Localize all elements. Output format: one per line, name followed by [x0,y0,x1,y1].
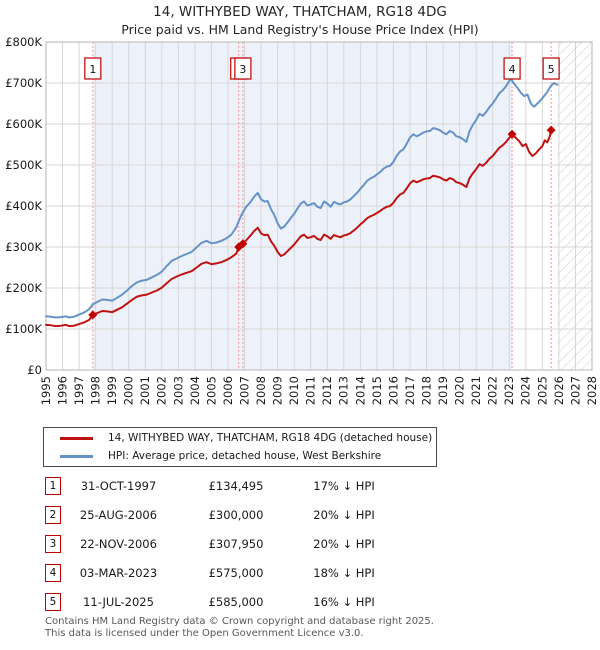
svg-text:£200K: £200K [5,281,42,295]
svg-text:2006: 2006 [221,376,235,405]
svg-text:£700K: £700K [5,76,42,90]
table-row: 5 11-JUL-2025 £585,000 16% ↓ HPI [0,587,600,616]
legend-entry: HPI: Average price, detached house, West… [44,448,436,464]
svg-text:£800K: £800K [5,35,42,49]
legend-line-swatch [60,454,93,458]
y-axis-labels: £0 £100K £200K £300K £400K £500K £600K £700K £80… [5,35,42,377]
footer-line-1: Contains HM Land Registry data © Crown c… [45,616,434,627]
table-row: 4 03-MAR-2023 £575,000 18% ↓ HPI [0,558,600,587]
footer-line-2: This data is licensed under the Open Gov… [45,627,364,639]
svg-text:2008: 2008 [254,376,268,405]
svg-text:2017: 2017 [403,376,417,405]
legend-entry: 14, WITHYBED WAY, THATCHAM, RG18 4DG (de… [44,430,436,446]
svg-text:2001: 2001 [138,376,152,405]
legend-entry-label: HPI: Average price, detached house, West… [108,450,382,462]
svg-text:2005: 2005 [204,376,218,405]
svg-text:2024: 2024 [519,376,533,405]
svg-text:2018: 2018 [419,376,433,405]
svg-text:£400K: £400K [5,199,42,213]
x-axis-labels: 1995 1996 1997 1998 1999 2000 2001 2002 2003 2004… [39,376,599,405]
svg-text:2014: 2014 [353,376,367,405]
svg-text:2028: 2028 [585,376,599,405]
svg-text:2009: 2009 [271,376,285,405]
transaction-price: £134,495 [208,478,264,493]
svg-text:3: 3 [239,63,246,76]
svg-text:1: 1 [89,63,96,76]
svg-text:£300K: £300K [5,240,42,254]
transaction-number-badge: 3 [45,534,61,553]
svg-text:2019: 2019 [436,376,450,405]
transaction-date: 22-NOV-2006 [80,536,157,551]
chart-legend: 14, WITHYBED WAY, THATCHAM, RG18 4DG (de… [43,427,437,467]
plot-border [45,41,593,371]
svg-text:2010: 2010 [287,376,301,405]
transaction-hpi-delta: 18% ↓ HPI [313,565,375,580]
svg-text:2002: 2002 [155,376,169,405]
svg-text:2015: 2015 [370,376,384,405]
table-row: 1 31-OCT-1997 £134,495 17% ↓ HPI [0,471,600,500]
hpi-series-line [45,77,559,319]
svg-text:2026: 2026 [552,376,566,405]
sale-number-flags: 12345 [84,57,560,80]
svg-text:1997: 1997 [72,376,86,405]
transaction-number-badge: 2 [45,505,61,524]
svg-text:4: 4 [509,63,516,76]
transaction-price: £585,000 [208,594,264,609]
svg-text:2016: 2016 [386,376,400,405]
future-hatch-region [557,42,592,370]
svg-text:1995: 1995 [39,376,53,405]
svg-text:£0: £0 [27,363,42,377]
svg-text:1999: 1999 [105,376,119,405]
table-row: 3 22-NOV-2006 £307,950 20% ↓ HPI [0,529,600,558]
transaction-price: £300,000 [208,507,264,522]
license-footer: Contains HM Land Registry data © Crown c… [45,616,434,639]
legend-line-swatch [60,436,93,440]
transaction-price: £307,950 [208,536,264,551]
svg-text:2004: 2004 [188,376,202,405]
transaction-hpi-delta: 16% ↓ HPI [313,594,375,609]
page-title: 14, WITHYBED WAY, THATCHAM, RG18 4DG [153,4,447,20]
svg-text:2022: 2022 [486,376,500,405]
transaction-date: 25-AUG-2006 [79,507,158,522]
page-subtitle: Price paid vs. HM Land Registry's House … [121,22,479,37]
transaction-hpi-delta: 20% ↓ HPI [313,507,375,522]
sale-markers [88,125,556,320]
transaction-date: 11-JUL-2025 [83,594,154,609]
price-chart: 12345£0£100K£200K£300K£400K£500K£600K£70… [5,35,599,405]
svg-text:£500K: £500K [5,158,42,172]
svg-text:2003: 2003 [171,376,185,405]
table-row: 2 25-AUG-2006 £300,000 20% ↓ HPI [0,500,600,529]
svg-text:1996: 1996 [55,376,69,405]
svg-text:2011: 2011 [304,376,318,405]
transaction-date: 31-OCT-1997 [80,478,157,493]
property-series-line [45,129,553,328]
svg-text:2000: 2000 [122,376,136,405]
svg-text:£100K: £100K [5,322,42,336]
svg-text:2021: 2021 [469,376,483,405]
transaction-number-badge: 1 [45,476,61,495]
svg-text:2007: 2007 [237,376,251,405]
svg-text:2012: 2012 [320,376,334,405]
svg-text:2023: 2023 [502,376,516,405]
svg-text:2020: 2020 [453,376,467,405]
transactions-table: 1 31-OCT-1997 £134,495 17% ↓ HPI 2 25-AU… [0,471,600,616]
svg-text:2025: 2025 [535,376,549,405]
legend-entry-label: 14, WITHYBED WAY, THATCHAM, RG18 4DG (de… [108,432,433,444]
transaction-hpi-delta: 17% ↓ HPI [313,478,375,493]
svg-text:2027: 2027 [568,376,582,405]
svg-text:5: 5 [548,63,555,76]
svg-text:2013: 2013 [337,376,351,405]
transaction-hpi-delta: 20% ↓ HPI [313,536,375,551]
transaction-price: £575,000 [208,565,264,580]
svg-text:1998: 1998 [89,376,103,405]
transaction-date: 03-MAR-2023 [79,565,158,580]
transaction-number-badge: 5 [45,592,61,611]
transaction-number-badge: 4 [45,563,61,582]
svg-text:£600K: £600K [5,117,42,131]
